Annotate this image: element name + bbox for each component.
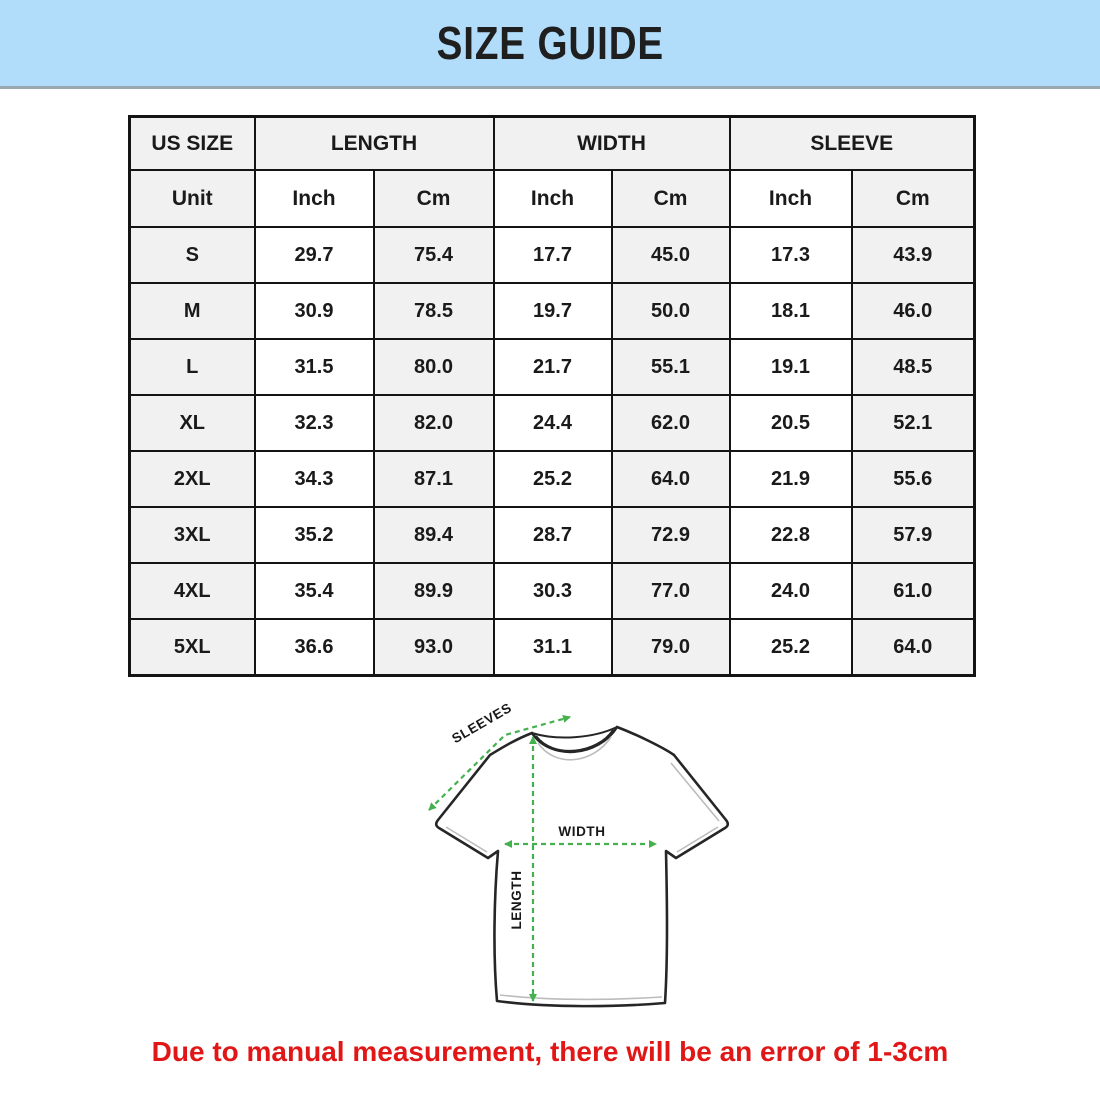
value-cell: 50.0	[610, 282, 731, 340]
value-cell: 57.9	[850, 506, 976, 564]
value-cell: 45.0	[610, 226, 731, 284]
size-cell: XL	[128, 394, 256, 452]
table-row: 3XL 35.2 89.4 28.7 72.9 22.8 57.9	[128, 506, 976, 564]
value-cell: 87.1	[372, 450, 495, 508]
size-cell: L	[128, 338, 256, 396]
value-cell: 25.2	[728, 618, 853, 677]
value-cell: 35.2	[253, 506, 375, 564]
value-cell: 20.5	[728, 394, 853, 452]
value-cell: 77.0	[610, 562, 731, 620]
value-cell: 72.9	[610, 506, 731, 564]
value-cell: 46.0	[850, 282, 976, 340]
length-header: LENGTH	[253, 115, 495, 171]
table-group-header-row: US SIZE LENGTH WIDTH SLEEVE	[128, 115, 976, 171]
table-row: 4XL 35.4 89.9 30.3 77.0 24.0 61.0	[128, 562, 976, 620]
value-cell: 34.3	[253, 450, 375, 508]
length-label: LENGTH	[509, 870, 524, 929]
value-cell: 64.0	[610, 450, 731, 508]
unit-cell: Cm	[372, 169, 495, 228]
sleeve-header: SLEEVE	[728, 115, 976, 171]
size-cell: 2XL	[128, 450, 256, 508]
value-cell: 89.4	[372, 506, 495, 564]
value-cell: 64.0	[850, 618, 976, 677]
value-cell: 28.7	[492, 506, 613, 564]
value-cell: 55.6	[850, 450, 976, 508]
hem-stitch	[499, 994, 663, 1001]
width-header: WIDTH	[492, 115, 731, 171]
value-cell: 80.0	[372, 338, 495, 396]
width-label: WIDTH	[558, 824, 605, 839]
value-cell: 24.0	[728, 562, 853, 620]
table-row: 5XL 36.6 93.0 31.1 79.0 25.2 64.0	[128, 618, 976, 677]
unit-cell: Unit	[128, 169, 256, 228]
left-sleeve-stitch	[445, 826, 488, 853]
table-row: L 31.5 80.0 21.7 55.1 19.1 48.5	[128, 338, 976, 396]
value-cell: 79.0	[610, 618, 731, 677]
value-cell: 31.5	[253, 338, 375, 396]
value-cell: 36.6	[253, 618, 375, 677]
unit-cell: Cm	[850, 169, 976, 228]
value-cell: 18.1	[728, 282, 853, 340]
size-cell: 4XL	[128, 562, 256, 620]
value-cell: 75.4	[372, 226, 495, 284]
value-cell: 62.0	[610, 394, 731, 452]
size-cell: M	[128, 282, 256, 340]
value-cell: 55.1	[610, 338, 731, 396]
value-cell: 25.2	[492, 450, 613, 508]
value-cell: 31.1	[492, 618, 613, 677]
table-row: XL 32.3 82.0 24.4 62.0 20.5 52.1	[128, 394, 976, 452]
value-cell: 48.5	[850, 338, 976, 396]
unit-cell: Inch	[492, 169, 613, 228]
table-unit-row: Unit Inch Cm Inch Cm Inch Cm	[128, 169, 976, 228]
page-title: SIZE GUIDE	[436, 17, 664, 69]
value-cell: 89.9	[372, 562, 495, 620]
us-size-header: US SIZE	[128, 115, 256, 171]
value-cell: 61.0	[850, 562, 976, 620]
size-cell: 3XL	[128, 506, 256, 564]
right-shoulder-stitch	[670, 762, 720, 822]
value-cell: 17.3	[728, 226, 853, 284]
page-header: SIZE GUIDE	[0, 0, 1100, 89]
right-sleeve-stitch	[676, 826, 719, 853]
value-cell: 19.7	[492, 282, 613, 340]
sleeves-label: SLEEVES	[449, 700, 514, 746]
value-cell: 22.8	[728, 506, 853, 564]
table-row: S 29.7 75.4 17.7 45.0 17.3 43.9	[128, 226, 976, 284]
tshirt-outline	[434, 725, 730, 1008]
value-cell: 35.4	[253, 562, 375, 620]
size-cell: 5XL	[128, 618, 256, 677]
value-cell: 29.7	[253, 226, 375, 284]
collar-back-line	[531, 726, 618, 739]
value-cell: 21.9	[728, 450, 853, 508]
footer-note: Due to manual measurement, there will be…	[151, 1036, 949, 1067]
value-cell: 93.0	[372, 618, 495, 677]
table-row: 2XL 34.3 87.1 25.2 64.0 21.9 55.6	[128, 450, 976, 508]
size-table: US SIZE LENGTH WIDTH SLEEVE Unit Inch Cm…	[128, 115, 976, 677]
value-cell: 17.7	[492, 226, 613, 284]
value-cell: 30.3	[492, 562, 613, 620]
tshirt-svg: SLEEVES WIDTH LENGTH	[428, 700, 730, 1008]
unit-cell: Inch	[253, 169, 375, 228]
unit-cell: Inch	[728, 169, 853, 228]
tshirt-diagram: SLEEVES WIDTH LENGTH	[408, 693, 792, 1029]
table-row: M 30.9 78.5 19.7 50.0 18.1 46.0	[128, 282, 976, 340]
size-table-body: S 29.7 75.4 17.7 45.0 17.3 43.9 M 30.9 78.5 19.7 50…	[128, 226, 976, 677]
value-cell: 24.4	[492, 394, 613, 452]
value-cell: 32.3	[253, 394, 375, 452]
size-cell: S	[128, 226, 256, 284]
unit-cell: Cm	[610, 169, 731, 228]
value-cell: 52.1	[850, 394, 976, 452]
value-cell: 30.9	[253, 282, 375, 340]
value-cell: 43.9	[850, 226, 976, 284]
value-cell: 21.7	[492, 338, 613, 396]
value-cell: 82.0	[372, 394, 495, 452]
value-cell: 19.1	[728, 338, 853, 396]
value-cell: 78.5	[372, 282, 495, 340]
